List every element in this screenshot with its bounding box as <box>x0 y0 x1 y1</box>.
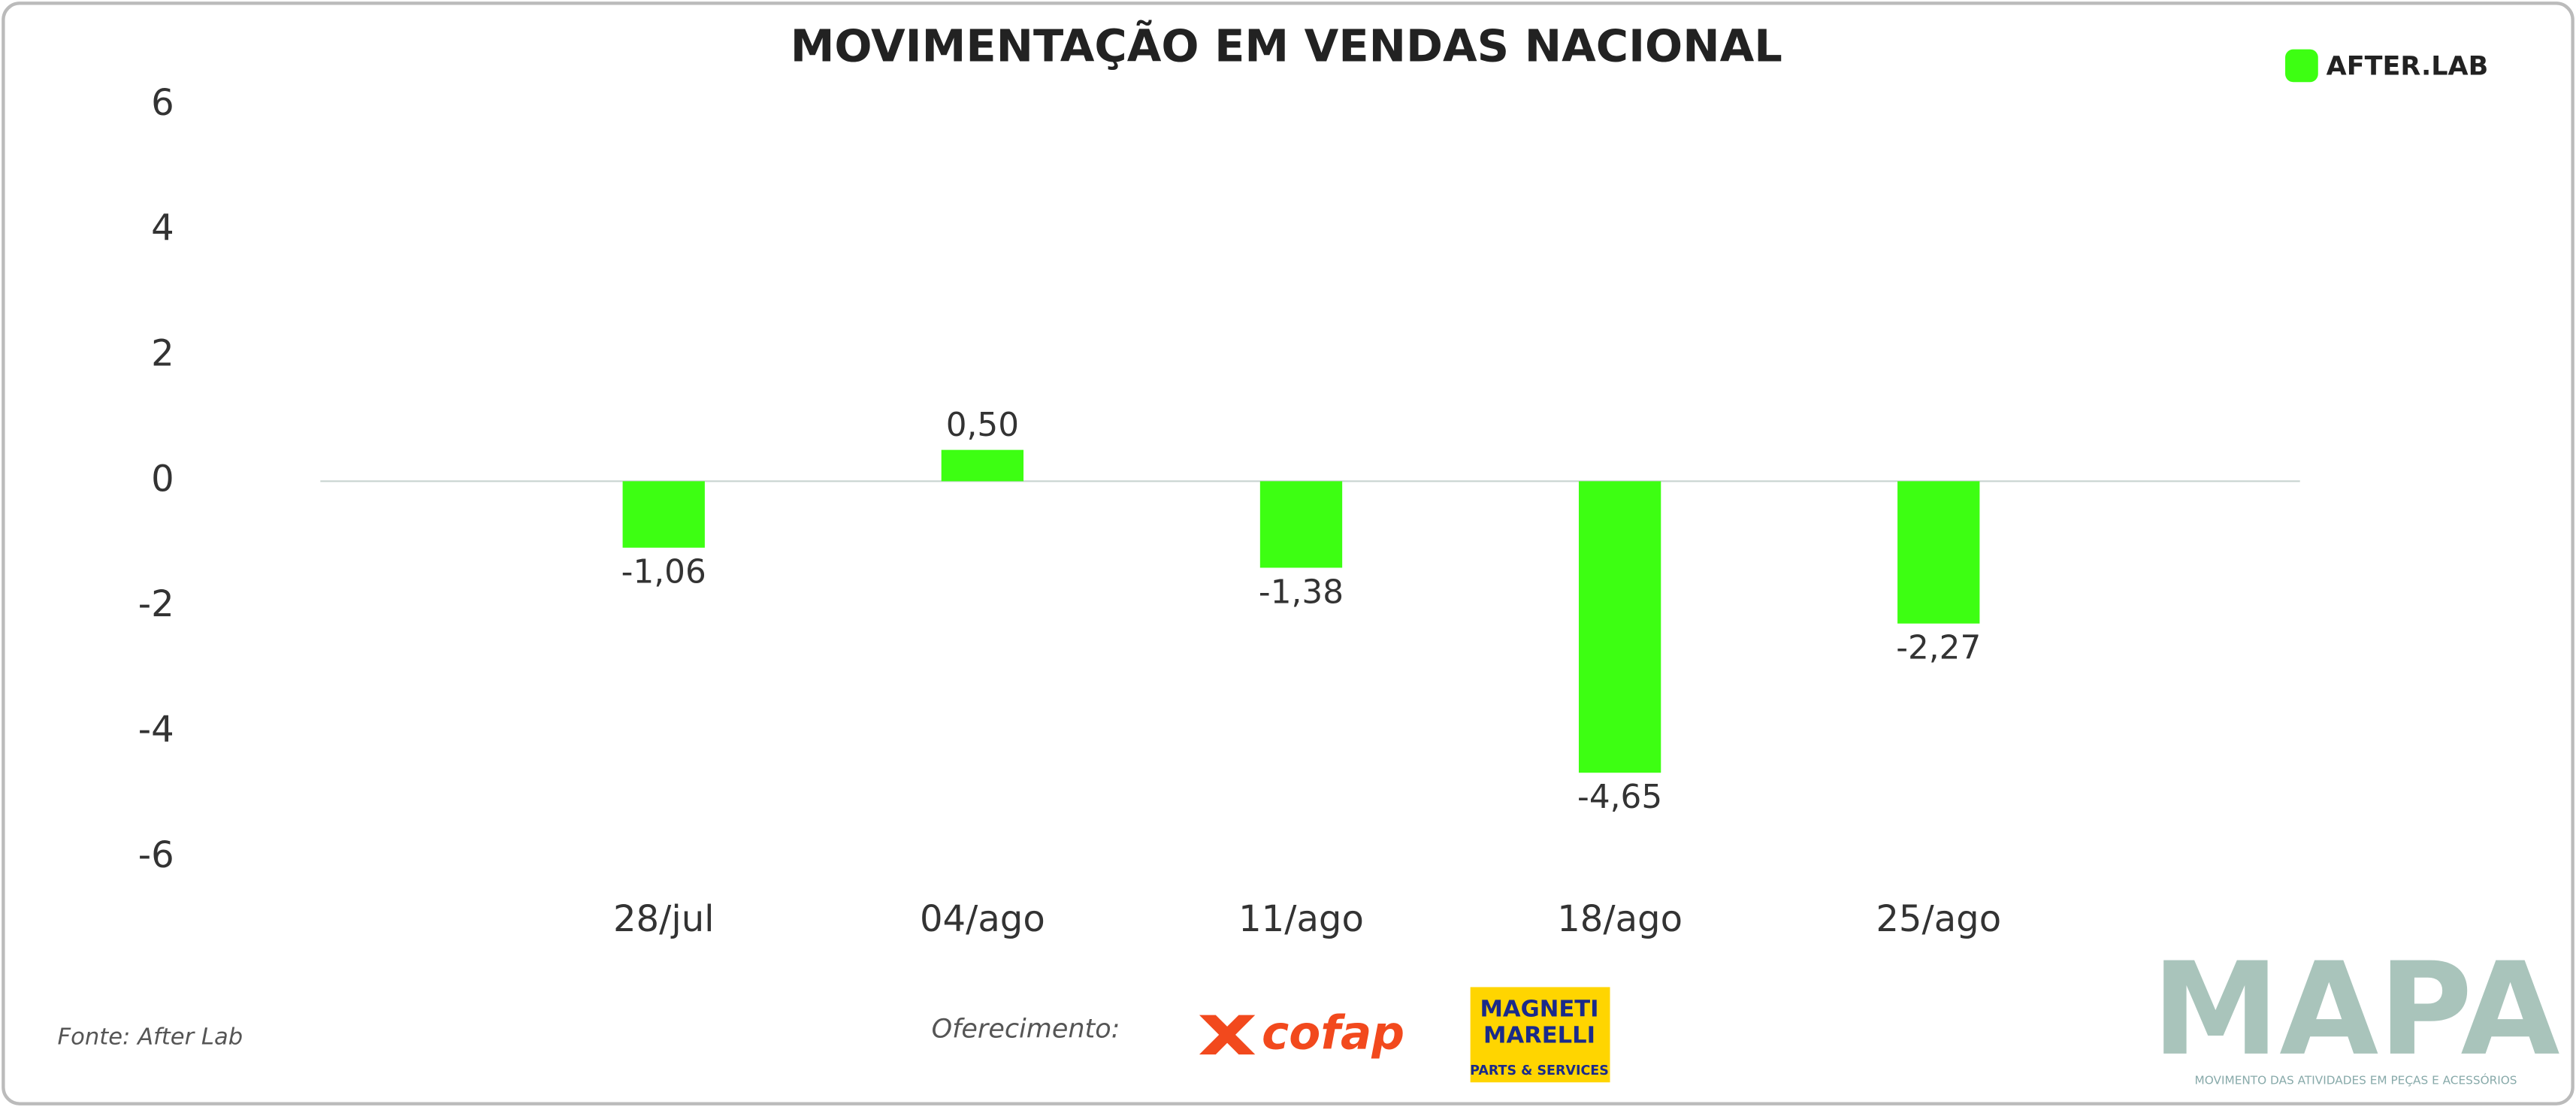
cofap-text: cofap <box>1262 1007 1404 1060</box>
y-tick-label: 6 <box>151 82 174 124</box>
value-label: 0,50 <box>946 406 1019 444</box>
value-label: -1,06 <box>621 553 706 591</box>
value-label: -4,65 <box>1577 778 1662 816</box>
after-lab-logo: AFTER.LAB <box>2285 49 2489 83</box>
bar <box>1259 481 1343 568</box>
sponsor-label: Oferecimento: <box>932 1014 1120 1044</box>
y-tick-label: -2 <box>138 583 174 625</box>
y-tick-label: -6 <box>138 834 174 876</box>
marelli-box <box>1470 987 1610 1083</box>
logo-text: AFTER.LAB <box>2327 52 2489 82</box>
cofap-icon <box>1199 1015 1256 1055</box>
marelli-logo: MAGNETI MARELLI PARTS & SERVICES <box>1470 987 1610 1083</box>
source: Fonte: After Lab <box>58 1024 243 1051</box>
x-tick-label: 25/ago <box>1876 898 2001 940</box>
bar <box>1578 481 1661 773</box>
mapa-logo: MAPA <box>2152 936 2560 1084</box>
y-tick-label: 0 <box>151 458 174 500</box>
marelli-text: MARELLI <box>1483 1023 1595 1049</box>
value-label: -1,38 <box>1259 573 1344 611</box>
bar <box>941 449 1024 482</box>
x-tick-label: 28/jul <box>613 898 715 940</box>
x-tick-label: 18/ago <box>1557 898 1683 940</box>
chart-title: MOVIMENTAÇÃO EM VENDAS NACIONAL <box>791 20 1782 72</box>
marelli-text: PARTS & SERVICES <box>1470 1063 1609 1078</box>
bar <box>1897 481 1980 624</box>
logo-icon <box>2285 49 2318 83</box>
value-label: -2,27 <box>1896 629 1981 667</box>
marelli-text: MAGNETI <box>1480 997 1598 1023</box>
x-tick-label: 11/ago <box>1238 898 1364 940</box>
x-tick-label: 04/ago <box>920 898 1045 940</box>
y-tick-label: 4 <box>151 207 174 250</box>
bar <box>622 481 705 548</box>
mapa-tagline: MOVIMENTO DAS ATIVIDADES EM PEÇAS E ACES… <box>2195 1073 2517 1087</box>
cofap-logo: cofap <box>1199 1007 1404 1060</box>
y-tick-label: -4 <box>138 709 174 751</box>
y-tick-label: 2 <box>151 333 174 375</box>
